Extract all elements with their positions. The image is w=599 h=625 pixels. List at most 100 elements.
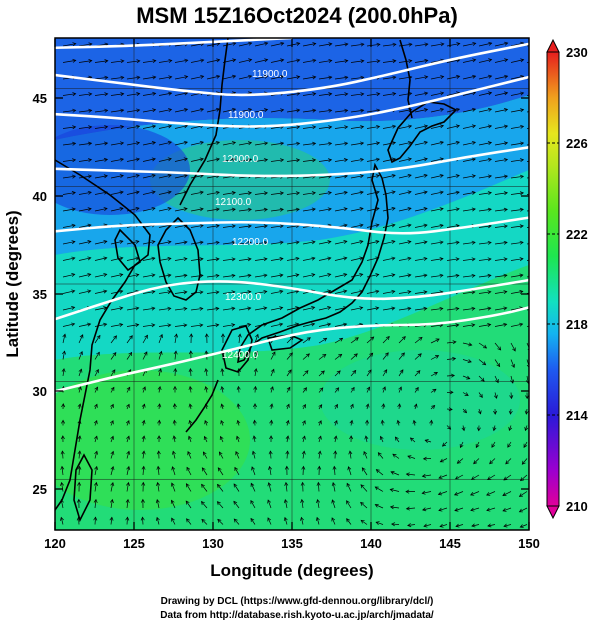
wind-vector-head <box>236 403 241 408</box>
wind-vector <box>510 192 524 195</box>
wind-vector-head <box>503 124 509 129</box>
wind-vector-head <box>218 451 223 456</box>
wind-vector-head <box>536 159 539 162</box>
wind-vector <box>270 109 284 113</box>
wind-vector-head <box>318 435 322 440</box>
wind-vector-head <box>470 507 475 512</box>
wind-vector <box>62 126 76 129</box>
wind-vector-head <box>536 109 539 112</box>
wind-vector-head <box>519 240 524 245</box>
wind-vector-head <box>360 75 365 80</box>
coastlines <box>55 38 458 523</box>
wind-vector-head <box>343 207 348 212</box>
wind-vector <box>478 92 492 96</box>
wind-vector-head <box>79 334 84 339</box>
wind-vector-head <box>183 257 188 261</box>
wind-vector <box>398 207 412 212</box>
wind-vector <box>222 42 236 47</box>
wind-vector <box>302 126 316 129</box>
wind-vector <box>222 324 235 327</box>
wind-vector <box>158 109 172 113</box>
wind-vector <box>382 240 395 245</box>
wind-vector-head <box>394 436 399 441</box>
wind-vector <box>334 60 348 63</box>
wind-vector <box>238 159 252 162</box>
wind-vector <box>268 482 272 492</box>
wind-vector-head <box>103 322 108 327</box>
wind-vector <box>494 75 508 80</box>
wind-vector-head <box>72 58 77 63</box>
wind-vector <box>519 491 528 497</box>
contour-line <box>55 75 529 128</box>
wind-vector-head <box>184 58 189 63</box>
wind-vector-head <box>263 257 268 262</box>
wind-vector-head <box>199 207 204 212</box>
wind-vector <box>350 208 364 212</box>
wind-vector <box>318 436 322 443</box>
contour-line <box>55 146 529 178</box>
wind-vector-head <box>536 59 539 62</box>
wind-vector-head <box>343 272 348 277</box>
wind-vector <box>410 437 416 443</box>
wind-vector-head <box>135 206 140 211</box>
wind-vector-head <box>328 141 333 146</box>
wind-vector <box>397 420 400 426</box>
wind-vector-head <box>250 517 255 522</box>
wind-vector-head <box>503 476 508 481</box>
wind-vector-head <box>296 125 301 130</box>
wind-vector <box>510 307 523 311</box>
wind-vector-head <box>472 58 477 63</box>
wind-vector-head <box>233 500 238 505</box>
wind-vector-head <box>503 306 508 311</box>
wind-vector-head <box>417 353 422 358</box>
wind-vector <box>254 142 268 146</box>
wind-vector-head <box>237 333 242 338</box>
wind-vector-head <box>173 350 178 355</box>
wind-vector <box>510 175 524 179</box>
wind-vector <box>217 467 224 476</box>
wind-vector-head <box>523 443 528 448</box>
wind-vector-head <box>359 190 364 195</box>
wind-vector <box>94 451 98 459</box>
wind-vector-head <box>77 386 82 391</box>
wind-vector <box>318 126 332 129</box>
wind-vector <box>442 441 448 447</box>
wind-vector-head <box>286 403 290 408</box>
wind-vector <box>423 524 432 527</box>
wind-vector-head <box>140 516 145 521</box>
wind-vector <box>286 290 299 294</box>
wind-vector-head <box>96 351 100 356</box>
wind-vector-head <box>487 306 492 311</box>
wind-vector-head <box>383 369 388 374</box>
wind-vector-head <box>408 42 413 47</box>
wind-vector-head <box>95 368 99 374</box>
wind-vector-head <box>120 124 125 129</box>
wind-vector-head <box>217 518 222 523</box>
wind-vector <box>430 420 432 426</box>
wind-vector <box>366 60 380 63</box>
wind-vector <box>430 338 440 344</box>
wind-vector <box>201 501 208 509</box>
wind-vector-head <box>302 420 306 425</box>
wind-vector-head <box>88 92 93 97</box>
wind-vector-head <box>171 517 175 522</box>
wind-vector-head <box>88 141 93 146</box>
wind-vector <box>126 109 140 113</box>
wind-vector <box>382 43 396 47</box>
wind-vector <box>318 370 325 377</box>
wind-vector <box>78 43 92 47</box>
wind-vector <box>422 474 432 477</box>
wind-vector-head <box>296 141 301 146</box>
wind-vector <box>174 108 188 113</box>
wind-vector <box>446 59 460 63</box>
wind-vector <box>126 404 130 410</box>
wind-vector <box>334 387 339 393</box>
wind-vector-head <box>429 419 434 424</box>
wind-vector-head <box>141 403 146 408</box>
wind-vector-head <box>339 337 344 342</box>
wind-vector <box>270 42 284 47</box>
wind-vector-head <box>199 140 204 145</box>
wind-vector-head <box>119 190 124 195</box>
wind-vector-head <box>306 337 311 342</box>
wind-vector <box>78 257 91 261</box>
